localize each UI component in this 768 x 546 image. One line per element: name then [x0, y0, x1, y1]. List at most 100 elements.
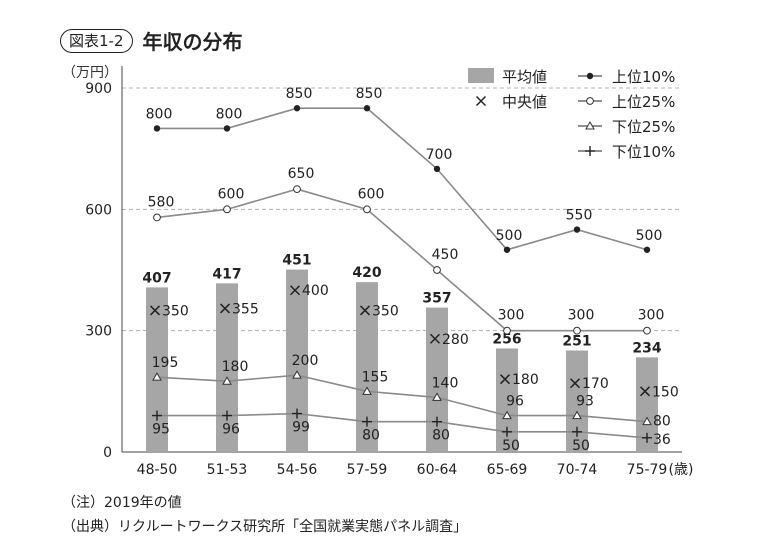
- top10-value-label: 800: [216, 106, 243, 122]
- median-value-label: 180: [512, 372, 539, 388]
- x-tick-label: 65-69: [487, 462, 528, 478]
- top10-marker: [223, 125, 231, 132]
- bar-value-label: 234: [632, 340, 661, 356]
- bottom10-value-label: 50: [502, 438, 520, 454]
- top10-marker: [503, 246, 511, 253]
- median-value-label: 350: [162, 303, 189, 319]
- bar-average: [146, 287, 168, 452]
- bottom10-line: [157, 412, 648, 439]
- median-marker: [499, 374, 511, 385]
- y-tick-label: 0: [103, 445, 112, 461]
- top25-marker: [643, 326, 651, 335]
- bottom10-value-label: 36: [653, 432, 671, 448]
- bottom25-marker: [642, 416, 652, 426]
- chart-header: 図表1-2 年収の分布: [60, 26, 243, 55]
- legend-swatch-average: [468, 68, 494, 83]
- bottom10-marker: [572, 426, 582, 437]
- median-marker: [569, 378, 581, 389]
- top25-value-label: 580: [148, 194, 175, 210]
- bottom10-value-label: 80: [432, 428, 450, 444]
- y-tick-label: 300: [85, 324, 112, 340]
- bottom25-marker: [222, 376, 232, 385]
- bottom25-value-label: 140: [432, 375, 459, 391]
- x-tick-label: 54-56: [277, 462, 318, 478]
- bottom10-value-label: 95: [152, 422, 170, 438]
- top10-value-label: 500: [496, 228, 523, 244]
- bar-value-label: 417: [212, 266, 241, 282]
- bottom10-value-label: 99: [292, 420, 310, 436]
- bottom25-line: [156, 374, 648, 423]
- legend-swatch-marker: [586, 97, 594, 105]
- bottom25-value-label: 96: [506, 394, 524, 410]
- bottom10-value-label: 96: [222, 422, 240, 438]
- chart-note: （注）2019年の値: [62, 495, 182, 511]
- top25-value-label: 650: [288, 166, 315, 182]
- legend-label: 上位25%: [612, 93, 675, 111]
- bottom25-value-label: 155: [362, 369, 389, 385]
- top25-marker: [223, 205, 231, 214]
- top10-value-label: 800: [146, 106, 173, 122]
- bottom10-marker: [432, 416, 442, 427]
- bottom25-marker: [152, 372, 162, 381]
- legend-label: 下位25%: [612, 118, 675, 136]
- x-tick-label: 70-74: [557, 462, 598, 478]
- x-tick-label: 48-50: [137, 462, 178, 478]
- bar-average: [496, 348, 518, 452]
- legend-swatch-marker: [586, 72, 594, 80]
- bottom25-marker: [362, 386, 372, 395]
- x-tick-label: 57-59: [347, 462, 388, 478]
- bar-average: [636, 357, 658, 452]
- bar-average: [426, 307, 448, 452]
- bottom10-marker: [362, 416, 372, 427]
- bar-average: [286, 269, 308, 452]
- top10-value-label: 500: [636, 228, 663, 244]
- top10-value-label: 850: [286, 86, 313, 102]
- bottom10-marker: [642, 432, 652, 443]
- legend-label: 下位10%: [612, 143, 675, 161]
- top25-marker: [293, 185, 301, 194]
- median-marker: [359, 305, 371, 316]
- x-tick-label: 75-79: [627, 462, 668, 478]
- median-marker: [639, 386, 651, 397]
- y-tick-label: 900: [85, 81, 112, 97]
- y-tick-label: 600: [85, 202, 112, 218]
- top25-marker: [573, 326, 581, 335]
- bar-average: [566, 350, 588, 452]
- bottom10-marker: [502, 426, 512, 437]
- bottom25-value-label: 80: [653, 414, 671, 430]
- top10-marker: [433, 165, 441, 173]
- bottom25-marker: [432, 392, 442, 401]
- median-value-label: 150: [652, 384, 679, 400]
- bottom25-value-label: 180: [222, 359, 249, 375]
- top25-marker: [433, 266, 441, 274]
- bottom25-value-label: 93: [576, 394, 594, 410]
- bottom10-value-label: 80: [362, 428, 380, 444]
- top10-marker: [293, 105, 301, 112]
- top25-value-label: 300: [568, 308, 595, 324]
- bottom25-marker: [502, 410, 512, 420]
- top25-value-label: 300: [638, 308, 665, 324]
- bottom25-marker: [292, 370, 302, 379]
- legend-label: 中央値: [502, 93, 547, 111]
- x-axis-suffix: (歳): [669, 462, 694, 478]
- bar-value-label: 420: [352, 265, 381, 281]
- legend-swatch-marker: [585, 120, 595, 130]
- top10-marker: [153, 125, 161, 132]
- legend-label: 上位10%: [612, 68, 675, 86]
- bottom10-marker: [152, 410, 162, 421]
- bottom25-marker: [572, 410, 582, 420]
- bar-value-label: 256: [492, 331, 521, 347]
- bar-average: [216, 283, 238, 452]
- bar-value-label: 251: [562, 333, 591, 349]
- bottom25-value-label: 200: [292, 353, 319, 369]
- bottom10-marker: [222, 410, 232, 421]
- chart-source: （出典）リクルートワークス研究所「全国就業実態パネル調査」: [62, 519, 468, 535]
- legend-swatch-median: [475, 95, 487, 107]
- median-marker: [149, 305, 161, 316]
- median-value-label: 170: [582, 376, 609, 392]
- median-value-label: 355: [232, 301, 259, 317]
- bar-value-label: 357: [422, 291, 451, 307]
- top10-line: [157, 107, 648, 251]
- bottom10-value-label: 50: [572, 438, 590, 454]
